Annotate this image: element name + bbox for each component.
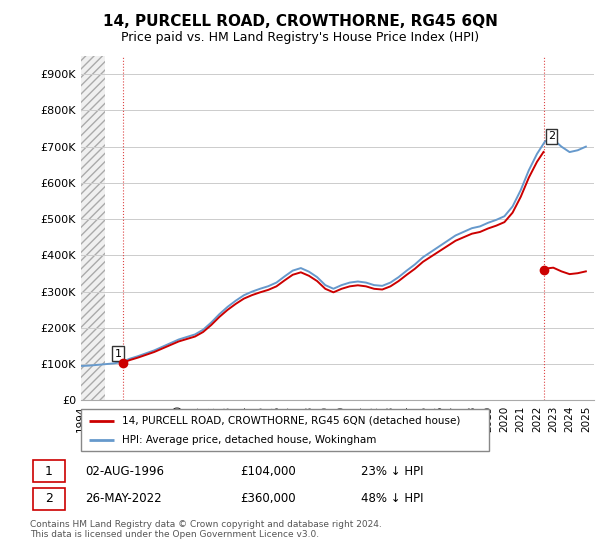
Bar — [81, 56, 106, 400]
Text: 14, PURCELL ROAD, CROWTHORNE, RG45 6QN (detached house): 14, PURCELL ROAD, CROWTHORNE, RG45 6QN (… — [122, 416, 460, 426]
Text: HPI: Average price, detached house, Wokingham: HPI: Average price, detached house, Woki… — [122, 435, 376, 445]
Text: Price paid vs. HM Land Registry's House Price Index (HPI): Price paid vs. HM Land Registry's House … — [121, 31, 479, 44]
Text: £104,000: £104,000 — [240, 465, 296, 478]
Text: 23% ↓ HPI: 23% ↓ HPI — [361, 465, 424, 478]
Text: 02-AUG-1996: 02-AUG-1996 — [85, 465, 164, 478]
Text: 48% ↓ HPI: 48% ↓ HPI — [361, 492, 424, 506]
Text: 26-MAY-2022: 26-MAY-2022 — [85, 492, 162, 506]
Text: 14, PURCELL ROAD, CROWTHORNE, RG45 6QN: 14, PURCELL ROAD, CROWTHORNE, RG45 6QN — [103, 14, 497, 29]
Text: 2: 2 — [548, 132, 555, 142]
Text: £360,000: £360,000 — [240, 492, 295, 506]
Text: 2: 2 — [45, 492, 53, 506]
Text: Contains HM Land Registry data © Crown copyright and database right 2024.
This d: Contains HM Land Registry data © Crown c… — [30, 520, 382, 539]
Bar — [33, 488, 65, 510]
Text: 1: 1 — [115, 349, 122, 358]
Text: 1: 1 — [45, 465, 53, 478]
Bar — [33, 460, 65, 482]
